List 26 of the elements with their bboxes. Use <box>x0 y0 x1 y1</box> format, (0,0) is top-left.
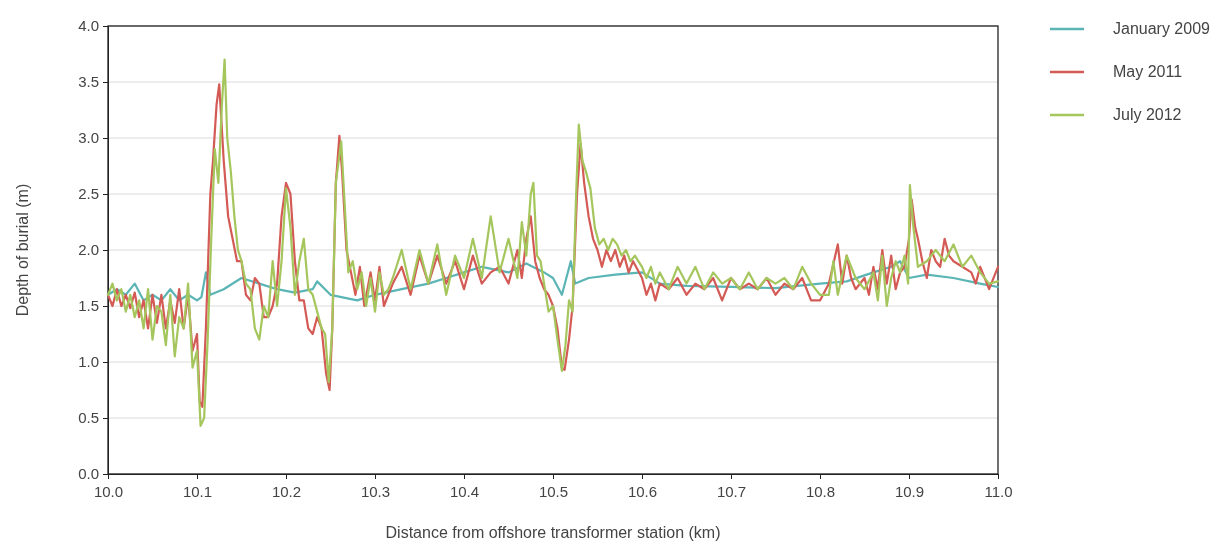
x-tick-label: 10.3 <box>360 482 391 500</box>
legend-label: January 2009 <box>1113 20 1211 37</box>
y-tick-label: 2.5 <box>78 185 99 203</box>
legend-label: May 2011 <box>1113 63 1183 80</box>
y-tick-label: 0.5 <box>78 409 99 427</box>
y-tick-label: 0.0 <box>78 465 99 483</box>
y-tick-label: 3.0 <box>78 129 99 147</box>
x-tick-label: 10.1 <box>182 482 213 500</box>
x-tick-label: 10.8 <box>805 482 836 500</box>
y-tick-label: 3.5 <box>78 73 99 91</box>
y-axis-title: Depth of burial (m) <box>14 183 31 317</box>
x-tick-label: 10.7 <box>716 482 747 500</box>
x-tick-label: 10.5 <box>538 482 569 500</box>
x-tick-label: 11.0 <box>984 482 1013 500</box>
legend-label: July 2012 <box>1113 106 1182 123</box>
x-axis-title: Distance from offshore transformer station (km) <box>385 524 721 541</box>
y-tick-label: 4.0 <box>78 17 99 35</box>
y-tick-label: 1.0 <box>78 353 99 371</box>
x-tick-label: 10.2 <box>271 482 302 500</box>
x-tick-label: 10.0 <box>93 482 124 500</box>
line-series <box>106 260 1000 302</box>
y-tick-label: 2.0 <box>78 241 99 259</box>
y-tick-label: 1.5 <box>78 297 99 315</box>
x-tick-label: 10.6 <box>627 482 658 500</box>
x-tick-label: 10.4 <box>449 482 480 500</box>
x-tick-label: 10.9 <box>894 482 925 500</box>
